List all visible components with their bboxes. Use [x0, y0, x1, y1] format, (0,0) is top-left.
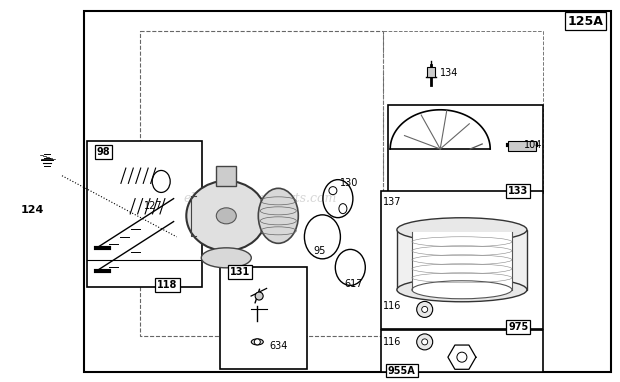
Ellipse shape — [259, 188, 298, 243]
Bar — [87, 141, 202, 286]
Text: 634: 634 — [270, 341, 288, 351]
Bar — [84, 11, 611, 372]
Text: 127: 127 — [144, 201, 163, 210]
Text: 124: 124 — [20, 205, 44, 215]
Bar — [383, 31, 542, 191]
Bar — [427, 67, 435, 77]
Bar — [140, 31, 383, 336]
Text: 975: 975 — [508, 322, 528, 332]
Bar — [381, 330, 542, 372]
Circle shape — [417, 334, 433, 350]
Text: 116: 116 — [383, 337, 402, 347]
Text: 116: 116 — [383, 301, 402, 311]
Text: 98: 98 — [97, 147, 110, 157]
Circle shape — [422, 306, 428, 312]
Bar — [397, 230, 527, 290]
Text: 133: 133 — [508, 186, 528, 196]
Ellipse shape — [412, 281, 512, 299]
Text: 118: 118 — [157, 280, 177, 290]
Bar — [388, 105, 542, 193]
Text: 617: 617 — [344, 279, 363, 289]
Ellipse shape — [251, 339, 264, 345]
Circle shape — [254, 339, 260, 345]
Circle shape — [255, 292, 263, 300]
Bar — [508, 141, 536, 151]
Ellipse shape — [216, 208, 236, 224]
Bar — [216, 166, 236, 186]
Text: 95: 95 — [313, 246, 326, 256]
Ellipse shape — [397, 278, 527, 302]
Circle shape — [457, 352, 467, 362]
Ellipse shape — [186, 181, 267, 251]
Ellipse shape — [202, 248, 251, 268]
Circle shape — [417, 301, 433, 317]
Text: 131: 131 — [230, 267, 250, 277]
Ellipse shape — [397, 218, 527, 242]
Text: 125A: 125A — [568, 15, 604, 28]
Text: eReplacementParts.com: eReplacementParts.com — [184, 192, 337, 205]
Circle shape — [422, 339, 428, 345]
Text: 955A: 955A — [388, 366, 415, 376]
Bar — [381, 191, 542, 329]
Text: 137: 137 — [383, 197, 402, 207]
Bar — [412, 232, 512, 292]
Bar — [220, 267, 307, 369]
Text: 134: 134 — [440, 68, 459, 78]
Text: 104: 104 — [524, 140, 542, 150]
Text: 130: 130 — [340, 178, 358, 188]
